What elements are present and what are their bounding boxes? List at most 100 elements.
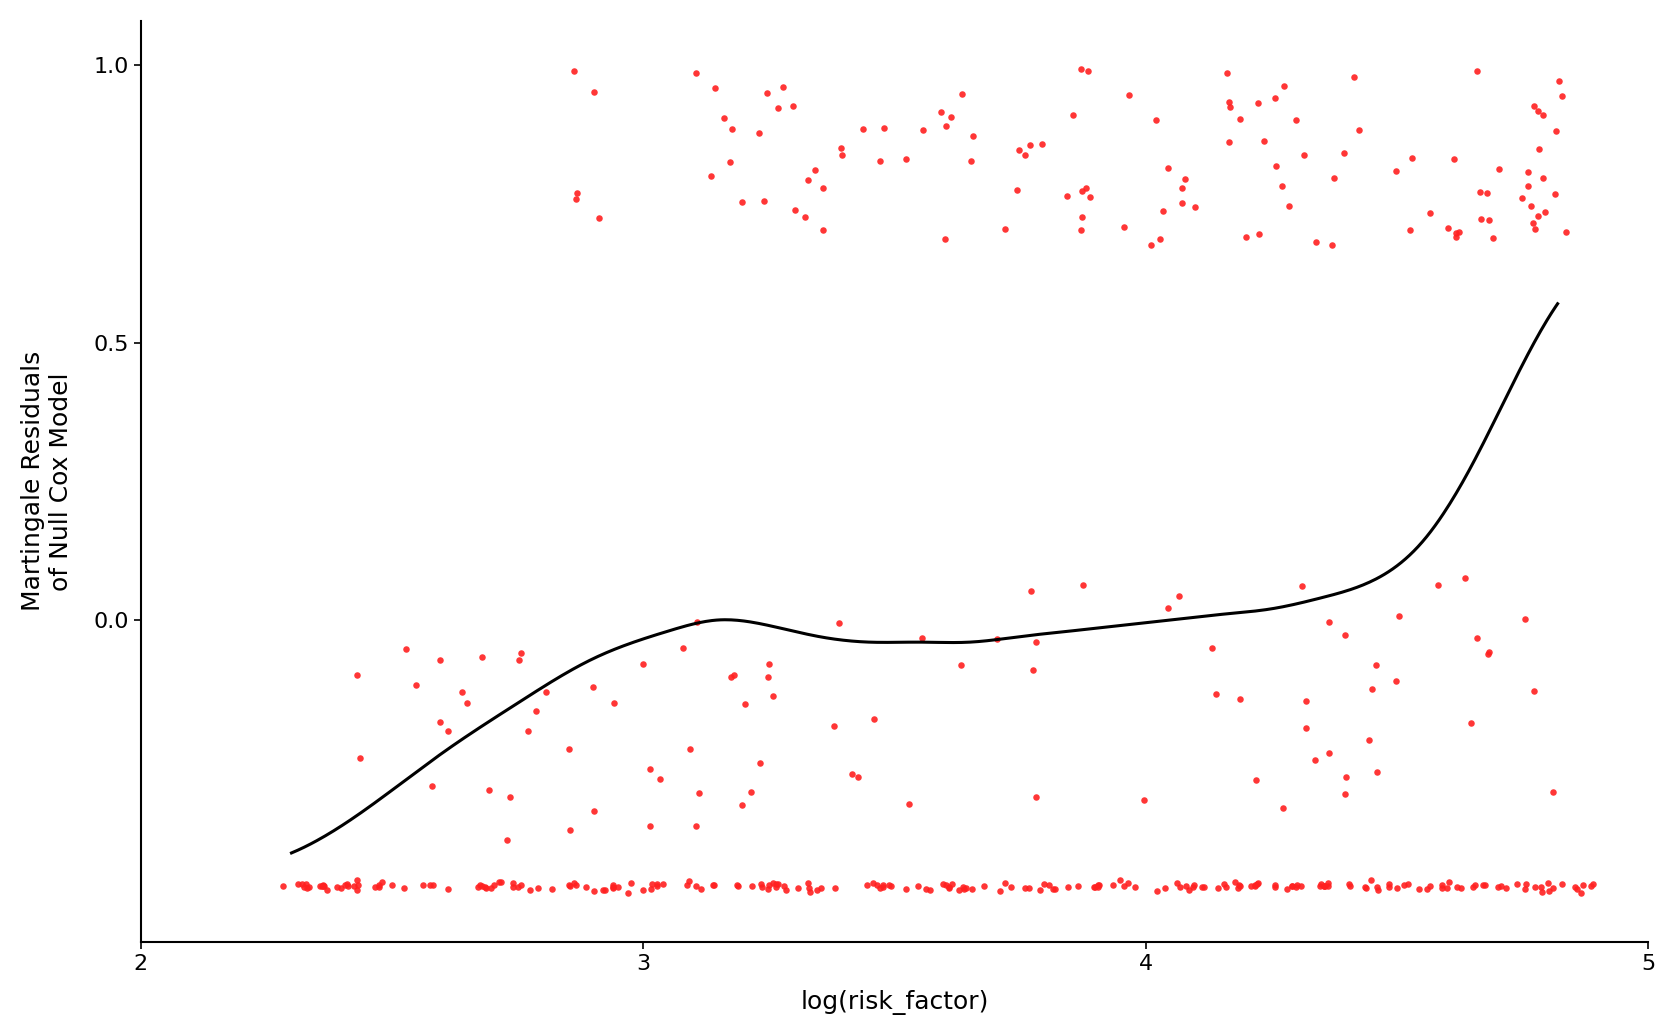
Point <box>893 882 920 898</box>
Point <box>1275 198 1302 214</box>
Point <box>1004 182 1031 199</box>
Point <box>1213 64 1240 81</box>
Point <box>516 882 543 898</box>
Point <box>1383 163 1410 179</box>
Point <box>1577 877 1604 894</box>
Point <box>674 876 701 893</box>
Point <box>1022 788 1049 805</box>
Point <box>417 876 444 893</box>
Point <box>454 695 481 712</box>
Point <box>1428 880 1455 896</box>
Point <box>895 796 922 812</box>
Point <box>1463 630 1490 646</box>
Point <box>754 881 781 897</box>
Point <box>344 876 370 893</box>
Point <box>563 184 590 201</box>
Point <box>1435 220 1461 236</box>
Point <box>1188 879 1215 895</box>
Point <box>1446 224 1473 240</box>
Point <box>1451 570 1478 586</box>
Point <box>932 876 959 893</box>
Point <box>1473 184 1500 201</box>
Point <box>1029 136 1056 152</box>
Point <box>1341 68 1368 85</box>
Point <box>754 668 781 685</box>
Point <box>957 152 984 169</box>
Point <box>701 876 727 893</box>
Point <box>1287 879 1314 895</box>
Point <box>328 880 355 896</box>
Point <box>1512 875 1539 892</box>
Point <box>1289 578 1316 595</box>
Point <box>1549 88 1575 105</box>
Y-axis label: Martingale Residuals
of Null Cox Model: Martingale Residuals of Null Cox Model <box>20 351 72 611</box>
Point <box>1121 879 1148 895</box>
Point <box>756 876 783 893</box>
Point <box>1520 97 1547 114</box>
Point <box>1145 883 1172 899</box>
Point <box>779 98 806 115</box>
Point <box>347 750 374 767</box>
Point <box>791 208 818 225</box>
Point <box>682 817 709 834</box>
Point <box>1311 877 1337 894</box>
Point <box>515 722 541 739</box>
Point <box>1383 672 1410 689</box>
Point <box>1292 692 1319 709</box>
Point <box>365 876 392 893</box>
Point <box>344 667 370 684</box>
Point <box>1245 226 1272 242</box>
Point <box>1485 879 1512 895</box>
Point <box>1314 877 1341 894</box>
Point <box>506 652 533 668</box>
Point <box>1108 871 1135 888</box>
Point <box>1475 645 1502 662</box>
Point <box>1312 877 1339 894</box>
Point <box>637 817 664 834</box>
Point <box>1363 765 1389 781</box>
Point <box>615 885 642 901</box>
Point <box>1151 880 1178 896</box>
Point <box>845 769 872 785</box>
Point <box>870 879 897 895</box>
Point <box>1021 661 1048 678</box>
Point <box>1212 879 1239 895</box>
Point <box>1182 199 1208 215</box>
Point <box>1302 751 1329 768</box>
Point <box>917 882 944 898</box>
Point <box>1542 186 1569 203</box>
Point <box>1512 881 1539 897</box>
Point <box>1503 876 1530 893</box>
Point <box>682 64 709 81</box>
Point <box>717 154 744 171</box>
Point <box>850 121 877 138</box>
Point <box>960 127 987 144</box>
Point <box>927 104 954 120</box>
Point <box>1331 144 1358 161</box>
Point <box>644 877 670 894</box>
Point <box>771 879 798 895</box>
Point <box>1155 161 1182 177</box>
Point <box>746 124 773 141</box>
Point <box>563 191 590 207</box>
Point <box>950 879 977 895</box>
Point <box>1279 879 1306 895</box>
Point <box>587 209 613 226</box>
Point <box>1270 800 1297 816</box>
Point <box>724 877 751 894</box>
Point <box>732 696 759 713</box>
Point <box>717 668 744 685</box>
Point <box>932 118 959 135</box>
Point <box>1262 159 1289 175</box>
Point <box>763 880 789 896</box>
Point <box>984 631 1011 648</box>
Point <box>1074 63 1101 80</box>
Point <box>1346 121 1373 138</box>
Point <box>561 876 588 893</box>
Point <box>1532 204 1559 221</box>
Point <box>1458 715 1485 731</box>
Point <box>1138 236 1165 253</box>
Point <box>1131 792 1158 808</box>
Point <box>739 877 766 894</box>
Point <box>670 639 697 656</box>
